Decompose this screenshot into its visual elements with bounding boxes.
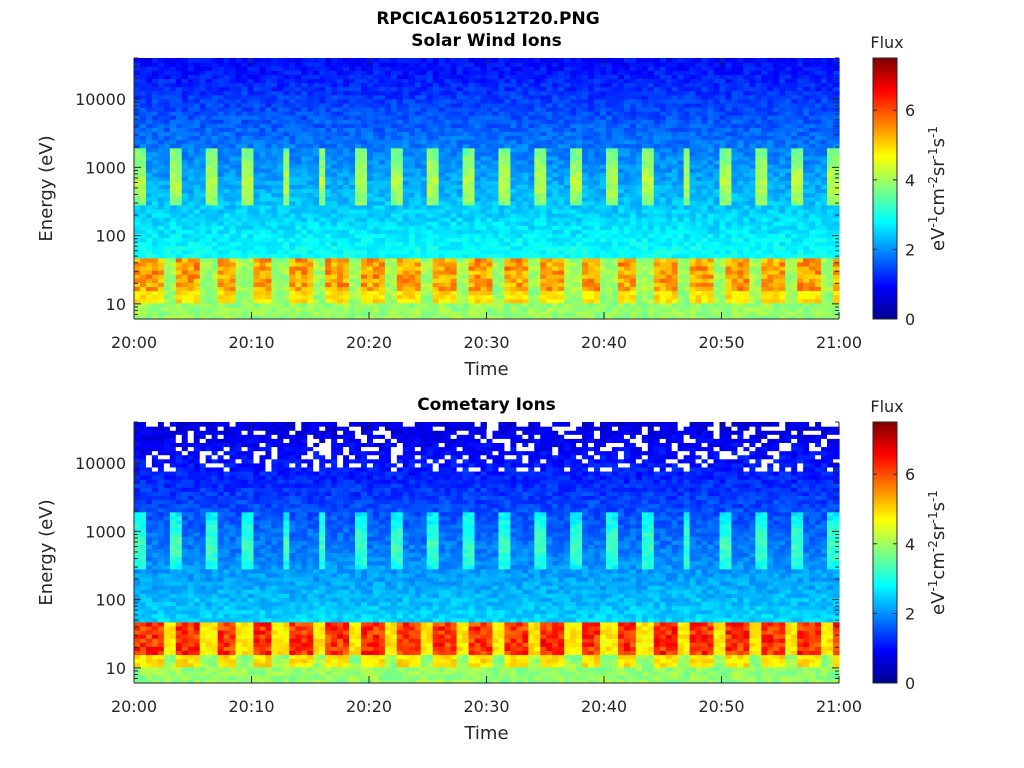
y-axis-label: Energy (eV) bbox=[36, 135, 57, 241]
colorbar-title: Flux bbox=[870, 33, 903, 52]
colorbar-tick-label: 2 bbox=[905, 604, 915, 623]
y-tick-label: 100 bbox=[95, 227, 126, 246]
x-tick-label: 20:10 bbox=[228, 697, 274, 716]
colorbar-tick-label: 4 bbox=[905, 535, 915, 554]
heatmap bbox=[134, 58, 840, 320]
x-axis-label: Time bbox=[463, 723, 508, 744]
panel-title: Solar Wind Ions bbox=[411, 31, 562, 51]
y-axis-label: Energy (eV) bbox=[36, 499, 57, 605]
colorbar: Flux 0 2 4 6 eV-1cm-2sr-1s-1 bbox=[870, 33, 949, 329]
colorbar-tick-label: 4 bbox=[905, 171, 915, 190]
colorbar-label: eV-1cm-2sr-1s-1 bbox=[926, 126, 949, 251]
panel-title: Cometary Ions bbox=[417, 395, 556, 415]
colorbar-tick-label: 6 bbox=[905, 465, 915, 484]
axes: 10 100 1000 10000 20:00 20:10 20:20 20:30 20:40 2… bbox=[75, 421, 862, 716]
x-tick-label: 20:10 bbox=[228, 333, 274, 352]
x-tick-label: 20:20 bbox=[346, 333, 392, 352]
axes: 10 100 1000 10000 20:00 20:10 20:20 20:30 20:40 2… bbox=[75, 57, 862, 352]
y-tick-label: 1000 bbox=[85, 158, 126, 177]
figure-title: RPCICA160512T20.PNG bbox=[376, 9, 599, 29]
colorbar: Flux 0 2 4 6 eV-1cm-2sr-1s-1 bbox=[870, 397, 949, 693]
y-tick-label: 10000 bbox=[75, 90, 126, 109]
x-tick-label: 20:40 bbox=[581, 697, 627, 716]
x-tick-label: 20:30 bbox=[463, 697, 509, 716]
y-tick-label: 100 bbox=[95, 591, 126, 610]
x-tick-label: 20:30 bbox=[463, 333, 509, 352]
x-tick-label: 20:00 bbox=[111, 697, 157, 716]
cometary-panel: Cometary Ions 10 100 1000 10000 20:00 20:10 20:… bbox=[36, 395, 949, 744]
y-tick-label: 10 bbox=[106, 295, 126, 314]
y-tick-label: 10 bbox=[106, 659, 126, 678]
x-axis-label: Time bbox=[463, 359, 508, 380]
colorbar-title: Flux bbox=[870, 397, 903, 416]
x-tick-label: 20:40 bbox=[581, 333, 627, 352]
colorbar-tick-label: 2 bbox=[905, 240, 915, 259]
heatmap bbox=[134, 422, 840, 684]
colorbar-tick-label: 6 bbox=[905, 101, 915, 120]
x-tick-label: 21:00 bbox=[816, 697, 862, 716]
x-tick-label: 20:20 bbox=[346, 697, 392, 716]
x-tick-label: 20:00 bbox=[111, 333, 157, 352]
x-tick-label: 20:50 bbox=[698, 697, 744, 716]
y-tick-label: 1000 bbox=[85, 522, 126, 541]
x-tick-label: 21:00 bbox=[816, 333, 862, 352]
x-tick-label: 20:50 bbox=[698, 333, 744, 352]
colorbar-tick-label: 0 bbox=[905, 310, 915, 329]
solar-wind-panel: Solar Wind Ions 10 100 1000 10000 20:00 20:10 2… bbox=[36, 31, 949, 380]
colorbar-tick-label: 0 bbox=[905, 674, 915, 693]
colorbar-label: eV-1cm-2sr-1s-1 bbox=[926, 490, 949, 615]
y-tick-label: 10000 bbox=[75, 454, 126, 473]
